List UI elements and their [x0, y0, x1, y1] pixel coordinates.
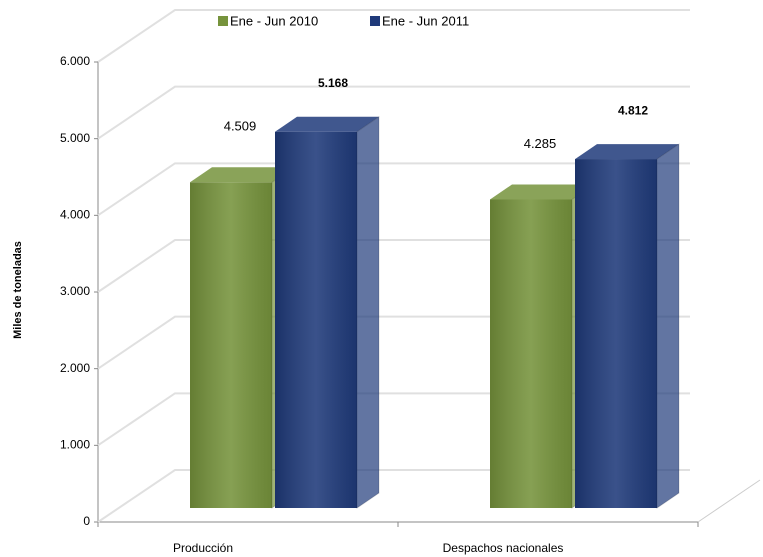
legend-label: Ene - Jun 2010	[230, 13, 318, 28]
x-tick-label: Producción	[173, 541, 233, 555]
value-label: 4.285	[524, 136, 557, 151]
y-tick-label: 6.000	[60, 54, 90, 68]
bar-side	[356, 115, 380, 509]
grid-line	[97, 9, 690, 63]
bar-top	[190, 167, 294, 183]
y-tick-label: 1.000	[60, 438, 90, 452]
y-tick-label: 3.000	[60, 284, 90, 298]
value-label: 5.168	[318, 76, 348, 90]
x-tick-label: Despachos nacionales	[443, 541, 564, 555]
y-tick-label: 0	[83, 514, 90, 528]
bar-top	[575, 144, 679, 160]
bar	[275, 115, 380, 509]
bar	[575, 143, 680, 509]
legend-label: Ene - Jun 2011	[382, 13, 469, 28]
value-label: 4.509	[224, 119, 257, 134]
y-axis-label: Miles de toneladas	[12, 241, 24, 339]
legend-swatch	[370, 16, 380, 26]
bar-top	[275, 116, 379, 132]
bar-shade	[490, 199, 572, 508]
legend-swatch	[218, 16, 228, 26]
bar-shade	[275, 131, 357, 508]
grid-line	[97, 162, 690, 217]
floor-edge	[697, 479, 761, 523]
grid-line	[97, 85, 690, 140]
bar-shade	[575, 159, 657, 508]
y-tick-label: 2.000	[60, 361, 90, 375]
y-tick-label: 5.000	[60, 131, 90, 145]
value-label: 4.812	[618, 103, 648, 117]
bar-top	[490, 184, 594, 200]
y-tick-label: 4.000	[60, 208, 90, 222]
bar-side	[656, 143, 680, 509]
bar-shade	[190, 182, 272, 508]
